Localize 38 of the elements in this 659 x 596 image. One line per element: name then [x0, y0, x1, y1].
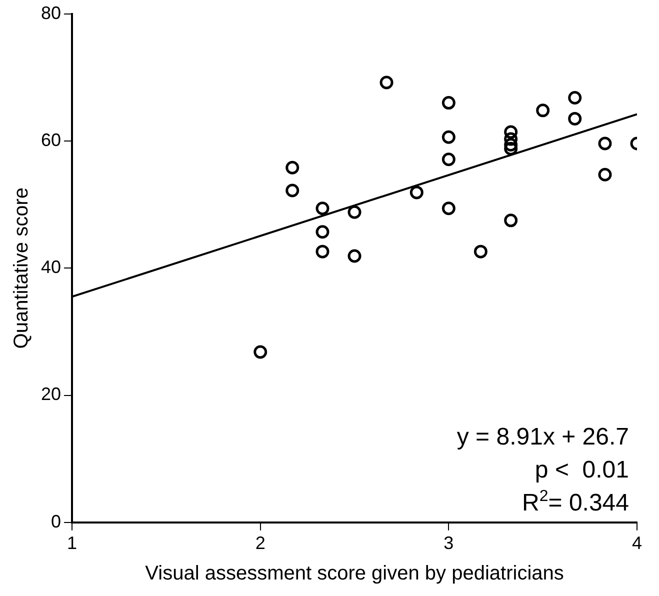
point [380, 76, 394, 90]
y-tick-label: 80 [40, 2, 62, 23]
point [254, 345, 268, 359]
y-tick-label: 20 [40, 384, 62, 404]
point [568, 112, 582, 126]
point [504, 132, 518, 146]
point [442, 152, 456, 166]
y-tick-label: 60 [40, 130, 62, 150]
x-tick-label: 3 [444, 533, 454, 554]
point [286, 184, 300, 198]
point [504, 125, 518, 139]
point [504, 214, 518, 228]
y-tick-label: 40 [40, 257, 62, 278]
point [316, 244, 330, 258]
x-axis-title: Visual assessment score given by pediatricians [145, 562, 564, 585]
point [316, 225, 330, 239]
x-tick-label: 2 [255, 533, 266, 554]
point [442, 202, 456, 216]
x-tick-label: 4 [632, 533, 642, 554]
point [568, 90, 582, 104]
annotation: p < 0.01 [534, 456, 629, 484]
point [504, 142, 518, 156]
point [504, 138, 518, 152]
point [442, 96, 456, 110]
point [316, 202, 330, 216]
point [348, 205, 362, 219]
point [474, 244, 488, 258]
point [598, 136, 612, 150]
point [348, 249, 362, 263]
point [442, 130, 456, 144]
x-tick-label: 1 [67, 533, 78, 554]
point [536, 104, 550, 118]
annotation: y = 8.91x + 26.7 [456, 423, 629, 450]
point [286, 160, 300, 174]
y-tick-label: 0 [51, 511, 62, 532]
y-axis-title: Quantitative score [10, 188, 33, 349]
point [598, 168, 612, 182]
point [410, 186, 424, 200]
